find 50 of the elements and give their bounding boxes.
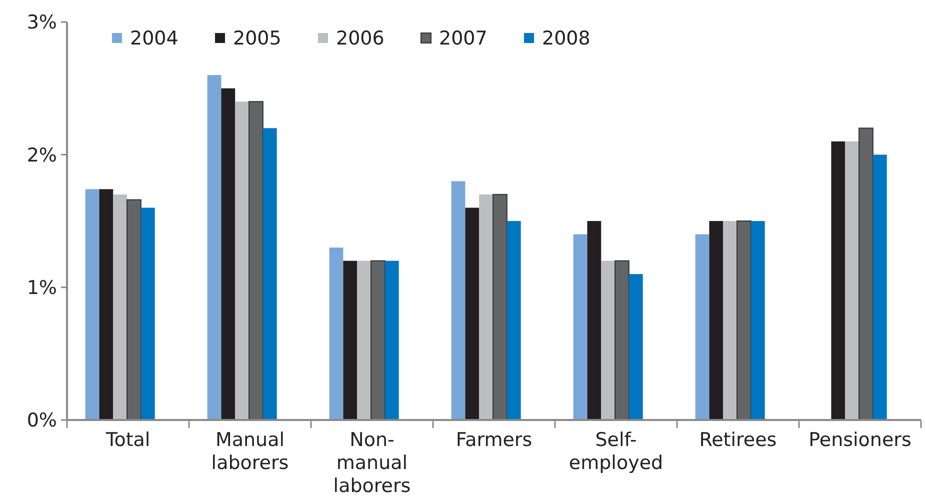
bar (85, 189, 100, 420)
bar (506, 221, 521, 420)
bar (750, 221, 765, 420)
bar (221, 88, 236, 420)
bar (573, 234, 588, 420)
bar (235, 102, 250, 420)
x-tick-label: Total (104, 429, 150, 451)
bar (113, 194, 128, 420)
bar (614, 260, 630, 420)
bar (384, 260, 399, 420)
y-tick-label: 3% (26, 12, 57, 34)
bar (451, 181, 466, 420)
bar (370, 260, 386, 420)
legend-label: 2007 (439, 28, 488, 50)
bar (207, 75, 222, 420)
bar (723, 221, 738, 420)
x-tick-label: Retirees (699, 429, 777, 451)
bar (628, 274, 643, 420)
bar (329, 248, 344, 420)
bar (99, 189, 114, 420)
bar (709, 221, 724, 420)
bar (262, 128, 277, 420)
bar (140, 208, 155, 420)
x-tick-label: Manual laborers (211, 429, 289, 474)
x-tick-label: Self-employed (568, 429, 664, 474)
x-tick-label: Farmers (456, 429, 532, 451)
bar (465, 208, 480, 420)
bar (479, 194, 494, 420)
bar (248, 101, 264, 420)
bar (126, 199, 142, 420)
bar (736, 220, 752, 420)
bar (872, 154, 887, 420)
y-tick-label: 1% (26, 276, 57, 299)
legend-label: 2006 (336, 28, 384, 50)
legend-label: 2008 (542, 28, 590, 50)
legend-label: 2004 (130, 28, 178, 50)
bar (695, 234, 710, 420)
bar (343, 260, 358, 420)
bar (831, 141, 846, 420)
y-tick-label: 0% (26, 410, 57, 432)
bar (587, 221, 602, 420)
bar (357, 260, 372, 420)
x-tick-label: Pensioners (808, 429, 912, 451)
y-tick-label: 2% (26, 144, 57, 166)
bar (845, 141, 860, 420)
bar (601, 260, 616, 420)
x-tick-label: Non-manual laborers (333, 429, 411, 497)
bar (858, 128, 874, 420)
legend-label: 2005 (233, 28, 282, 50)
bar (492, 194, 508, 420)
